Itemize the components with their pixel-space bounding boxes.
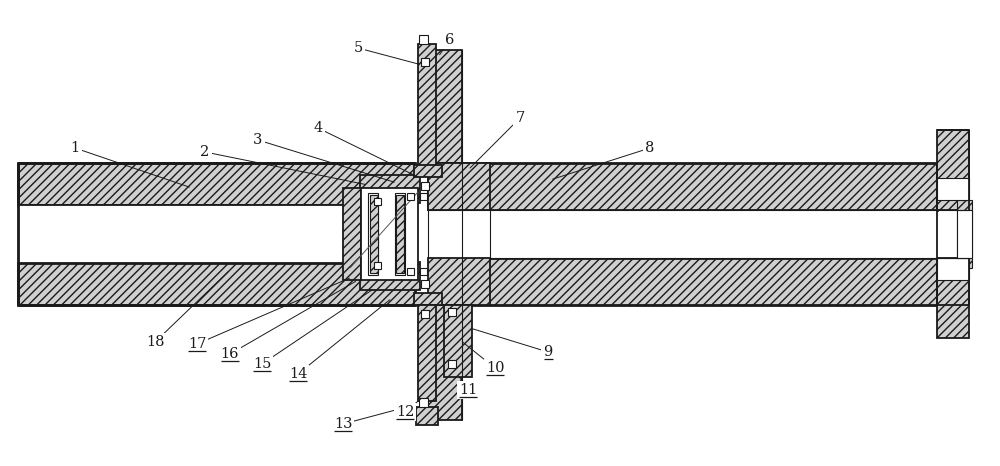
Bar xyxy=(416,407,438,425)
Bar xyxy=(414,165,442,177)
Bar xyxy=(419,398,428,407)
Text: 3: 3 xyxy=(253,133,263,147)
Text: 13: 13 xyxy=(334,417,352,431)
Bar xyxy=(407,193,414,200)
Bar xyxy=(360,175,420,203)
Bar xyxy=(937,258,969,338)
Text: 18: 18 xyxy=(146,335,164,349)
Bar xyxy=(374,198,381,205)
Bar xyxy=(361,188,418,280)
Bar xyxy=(428,50,462,163)
Bar xyxy=(428,163,462,210)
Bar xyxy=(448,360,456,368)
Text: 10: 10 xyxy=(486,361,504,375)
Text: 14: 14 xyxy=(289,367,307,381)
Bar xyxy=(937,130,969,210)
Text: 8: 8 xyxy=(645,141,655,155)
Bar xyxy=(419,35,428,44)
Bar xyxy=(420,268,427,275)
Text: 1: 1 xyxy=(70,141,80,155)
Bar xyxy=(414,293,442,305)
Bar xyxy=(421,310,429,318)
Bar xyxy=(428,305,462,420)
Bar xyxy=(448,308,456,316)
Bar xyxy=(937,258,969,280)
Text: 15: 15 xyxy=(253,357,271,371)
Bar xyxy=(462,210,937,258)
Bar xyxy=(18,263,415,305)
Bar xyxy=(420,193,427,200)
Bar xyxy=(395,193,405,275)
Bar xyxy=(396,195,404,273)
Bar xyxy=(418,305,436,401)
Text: 11: 11 xyxy=(459,383,477,397)
Bar xyxy=(407,268,414,275)
Bar xyxy=(937,178,969,200)
Text: 4: 4 xyxy=(313,121,323,135)
Bar xyxy=(428,258,490,305)
Bar xyxy=(462,163,937,210)
Text: 5: 5 xyxy=(353,41,363,55)
Text: 9: 9 xyxy=(543,345,553,359)
Bar xyxy=(957,210,972,258)
Bar xyxy=(360,262,420,290)
Bar xyxy=(368,193,378,275)
Bar xyxy=(418,44,436,172)
Text: 12: 12 xyxy=(396,405,414,419)
Bar xyxy=(370,195,378,273)
Bar xyxy=(462,258,937,305)
Text: 17: 17 xyxy=(188,337,206,351)
Bar xyxy=(374,262,381,269)
Bar xyxy=(343,188,361,280)
Text: 7: 7 xyxy=(515,111,525,125)
Bar xyxy=(421,182,429,190)
Bar xyxy=(18,163,415,205)
Text: 16: 16 xyxy=(221,347,239,361)
Bar xyxy=(957,200,972,268)
Bar xyxy=(428,163,490,210)
Bar xyxy=(421,280,429,288)
Bar xyxy=(19,205,415,263)
Bar xyxy=(421,58,429,66)
Text: 2: 2 xyxy=(200,145,210,159)
Bar xyxy=(444,305,472,377)
Text: 6: 6 xyxy=(445,33,455,47)
Bar xyxy=(428,210,490,258)
